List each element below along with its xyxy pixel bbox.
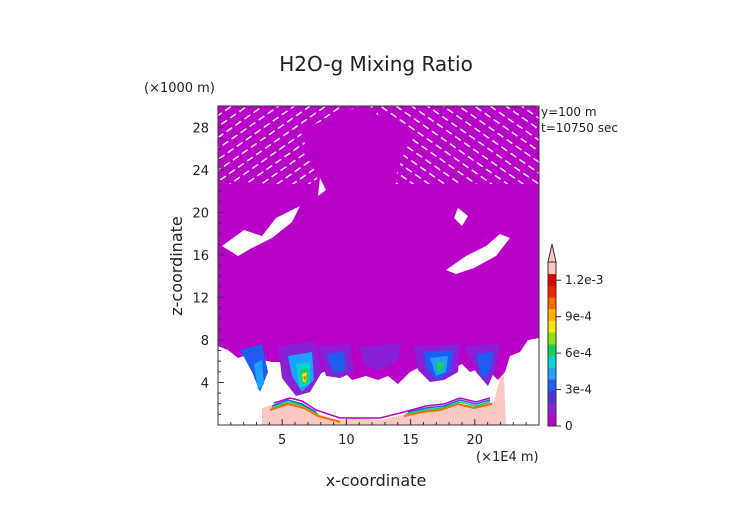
annotation-t: t=10750 sec (541, 121, 618, 135)
y-tick-label: 28 (192, 121, 209, 136)
y-tick-label: 16 (192, 249, 209, 264)
colorbar-band (548, 367, 556, 380)
colorbar: 0 3e-4 6e-4 9e-4 1.2e-3 (547, 243, 603, 433)
plumes (240, 342, 500, 396)
surface-band-orange (269, 402, 493, 423)
y-tick-label: 24 (192, 164, 209, 179)
y-tick-label: 20 (192, 206, 209, 221)
hole-right (446, 234, 510, 274)
x-tick-label: 10 (338, 433, 355, 448)
colorbar-band (548, 308, 556, 321)
x-ticks: 5 10 15 20 (230, 419, 527, 448)
surface-band-blue (271, 399, 491, 413)
colorbar-tick-label: 1.2e-3 (565, 273, 603, 287)
colorbar-ticks: 0 3e-4 6e-4 9e-4 1.2e-3 (556, 273, 603, 433)
hole-right-upper (454, 208, 468, 226)
colorbar-tick-label: 0 (565, 419, 573, 433)
colorbar-band (548, 355, 556, 368)
y-axis-label: z-coordinate (167, 216, 186, 316)
x-tick-label: 5 (278, 433, 286, 448)
plot-area (218, 106, 539, 425)
colorbar-band (548, 402, 556, 415)
y-tick-label: 4 (201, 376, 209, 391)
y-unit-label: (×1000 m) (144, 81, 215, 96)
colorbar-bands (548, 262, 556, 427)
colorbar-band (548, 390, 556, 403)
surface-band-purple (273, 397, 491, 419)
hole-left (222, 206, 300, 256)
annotation-y: y=100 m (541, 105, 597, 119)
colorbar-tick-label: 3e-4 (565, 383, 592, 397)
y-tick-label: 8 (201, 334, 209, 349)
chart-title: H2O-g Mixing Ratio (279, 52, 473, 76)
surface-moist-layer (262, 376, 506, 425)
colorbar-band (548, 297, 556, 310)
colorbar-band (548, 285, 556, 298)
colorbar-band (548, 273, 556, 286)
x-tick-label: 15 (402, 433, 419, 448)
colorbar-band (548, 379, 556, 392)
y-ticks: 4 8 12 16 20 24 28 (192, 116, 224, 415)
colorbar-band (548, 320, 556, 333)
x-tick-label: 20 (467, 433, 484, 448)
hole-left-small (318, 178, 326, 196)
y-tick-label: 12 (192, 291, 209, 306)
central-core (300, 106, 412, 186)
colorbar-band (548, 332, 556, 345)
colorbar-frame (547, 261, 557, 427)
colorbar-arrow (547, 243, 557, 263)
colorbar-tick-label: 6e-4 (565, 346, 592, 360)
colorbar-tick-label: 9e-4 (565, 310, 592, 324)
x-axis-label: x-coordinate (326, 471, 427, 490)
x-unit-label: (×1E4 m) (476, 450, 539, 465)
colorbar-band (548, 344, 556, 357)
colorbar-band (548, 414, 556, 427)
colorbar-band (548, 262, 556, 275)
